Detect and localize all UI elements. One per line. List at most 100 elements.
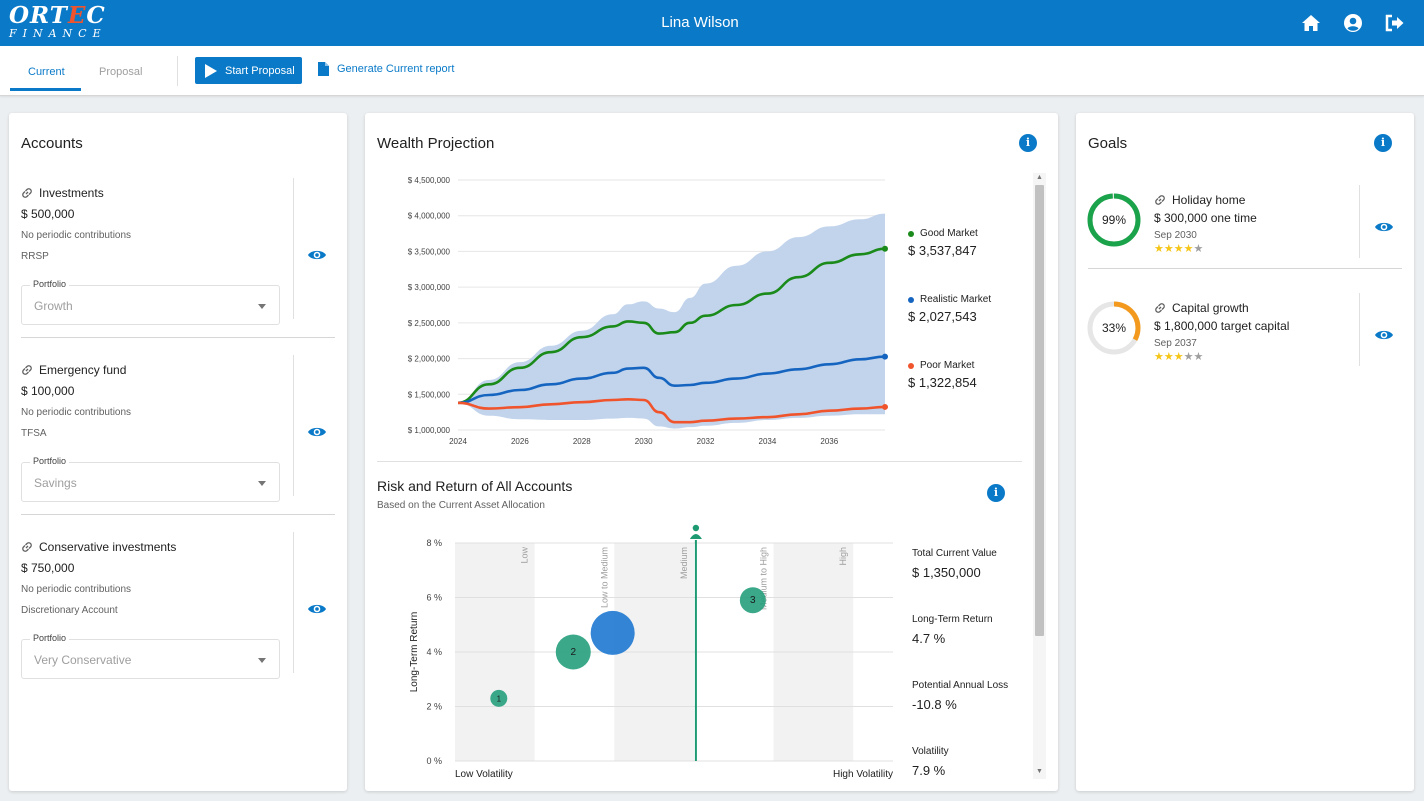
y-tick-label: 8 %	[426, 538, 442, 548]
client-name: Lina Wilson	[661, 14, 739, 31]
account-circle-icon[interactable]	[1342, 12, 1364, 34]
logout-icon[interactable]	[1384, 12, 1406, 34]
goal-name[interactable]: Holiday home	[1154, 193, 1245, 207]
goals-info-icon[interactable]: i	[1374, 134, 1392, 152]
top-bar: ORTEC FINANCE Lina Wilson	[0, 0, 1424, 46]
star-filled-icon: ★	[1183, 243, 1194, 255]
x-tick-label: 2026	[511, 437, 529, 446]
risk-return-chart: 8 % 6 % 4 % 2 % 0 % Low Low to Medium Medium Med…	[409, 524, 893, 780]
star-empty-icon: ★	[1193, 351, 1204, 363]
zone-label: High	[838, 547, 848, 566]
y-tick-label: $ 4,500,000	[408, 176, 451, 185]
x-tick-label: 2028	[573, 437, 591, 446]
account-bubble	[490, 689, 508, 707]
account-name[interactable]: Conservative investments	[21, 540, 176, 554]
stat-long-term-return: Long-Term Return 4.7 %	[912, 614, 993, 646]
link-icon	[22, 188, 32, 198]
eye-icon[interactable]	[1374, 220, 1394, 239]
account-separator	[21, 337, 335, 338]
goal-percent: 99%	[1101, 213, 1127, 227]
goal-date: Sep 2037	[1154, 338, 1197, 349]
portfolio-value: Growth	[34, 299, 73, 313]
wealth-projection-title: Wealth Projection	[377, 135, 495, 152]
stat-value: 4.7 %	[912, 631, 946, 646]
portfolio-label: Portfolio	[30, 633, 70, 643]
portfolio-select[interactable]: Portfolio Savings	[21, 456, 280, 502]
wealth-projection-chart: $ 4,500,000 $ 4,000,000 $ 3,500,000 $ 3,000…	[408, 176, 888, 446]
y-axis-label: Long-Term Return	[409, 612, 420, 693]
goal-rating: ★★★★★	[1154, 242, 1203, 255]
y-tick-label: 0 %	[426, 756, 442, 766]
eye-icon[interactable]	[307, 602, 327, 621]
start-proposal-button[interactable]: Start Proposal	[195, 57, 302, 84]
star-filled-icon: ★	[1163, 351, 1174, 363]
ortec-finance-logo[interactable]: ORTEC FINANCE	[9, 4, 107, 41]
account-type: TFSA	[21, 428, 47, 439]
star-filled-icon: ★	[1163, 243, 1174, 255]
y-tick-label: $ 3,000,000	[408, 283, 451, 292]
person-icon-head	[692, 524, 700, 532]
portfolio-select[interactable]: Portfolio Very Conservative	[21, 633, 280, 679]
active-tab-indicator	[10, 88, 81, 91]
wealth-info-icon[interactable]: i	[1019, 134, 1037, 152]
logo-bottom: FINANCE	[9, 27, 107, 40]
start-proposal-label: Start Proposal	[225, 64, 295, 77]
eye-icon[interactable]	[307, 425, 327, 444]
scroll-up-arrow[interactable]: ▲	[1036, 174, 1043, 181]
legend-label: Realistic Market	[920, 294, 992, 305]
tab-current[interactable]: Current	[28, 66, 65, 78]
portfolio-value: Savings	[34, 476, 77, 490]
x-tick-label: 2030	[635, 437, 653, 446]
portfolio-select[interactable]: Portfolio Growth	[21, 279, 280, 325]
account-bubble	[590, 610, 635, 655]
goal-percent: 33%	[1101, 321, 1127, 335]
stat-volatility: Volatility 7.9 %	[912, 746, 949, 778]
portfolio-value: Very Conservative	[34, 653, 132, 667]
stat-value: 7.9 %	[912, 763, 946, 778]
legend-dot	[908, 296, 914, 303]
account-amount: $ 100,000	[21, 384, 75, 398]
scrollbar-thumb[interactable]	[1035, 185, 1044, 636]
link-icon	[1155, 195, 1165, 205]
x-tick-label: 2032	[697, 437, 715, 446]
chevron-down-icon	[258, 481, 266, 486]
account-contributions: No periodic contributions	[21, 584, 132, 595]
generate-report-button[interactable]: Generate Current report	[318, 62, 454, 76]
bubble-label: 3	[750, 595, 756, 606]
bubble-label: 2	[570, 647, 576, 658]
y-tick-label: $ 3,500,000	[408, 247, 451, 256]
goals-title: Goals	[1088, 135, 1128, 152]
x-axis-label-high: High Volatility	[833, 769, 893, 780]
tab-proposal[interactable]: Proposal	[99, 66, 143, 78]
account-amount: $ 750,000	[21, 561, 75, 575]
star-filled-icon: ★	[1154, 243, 1164, 255]
legend-value: $ 2,027,543	[908, 309, 977, 324]
account-contributions: No periodic contributions	[21, 230, 132, 241]
divider	[293, 355, 294, 496]
star-empty-icon: ★	[1183, 351, 1194, 363]
eye-icon[interactable]	[307, 248, 327, 267]
goal-progress-ring	[1087, 193, 1141, 247]
stat-label: Potential Annual Loss	[912, 680, 1009, 691]
y-tick-label: $ 1,500,000	[408, 390, 451, 399]
home-icon[interactable]	[1300, 12, 1322, 34]
risk-info-icon[interactable]: i	[987, 484, 1005, 502]
account-name[interactable]: Emergency fund	[21, 363, 126, 377]
goal-name[interactable]: Capital growth	[1154, 301, 1249, 315]
divider	[293, 178, 294, 319]
chevron-down-icon	[258, 658, 266, 663]
scroll-down-arrow[interactable]: ▼	[1036, 768, 1043, 775]
y-tick-label: 2 %	[426, 702, 442, 712]
series-end-point	[882, 245, 888, 252]
account-separator	[21, 514, 335, 515]
goal-progress-ring	[1087, 301, 1141, 355]
stat-label: Total Current Value	[912, 548, 997, 559]
zone-label: Low	[520, 547, 530, 564]
tab-divider	[177, 56, 178, 86]
play-icon	[205, 63, 217, 78]
account-name[interactable]: Investments	[21, 186, 104, 200]
accounts-card: Accounts Investments $ 500,000 No period…	[9, 113, 347, 791]
eye-icon[interactable]	[1374, 328, 1394, 347]
account-bubble	[739, 587, 766, 614]
y-tick-label: $ 2,500,000	[408, 319, 451, 328]
